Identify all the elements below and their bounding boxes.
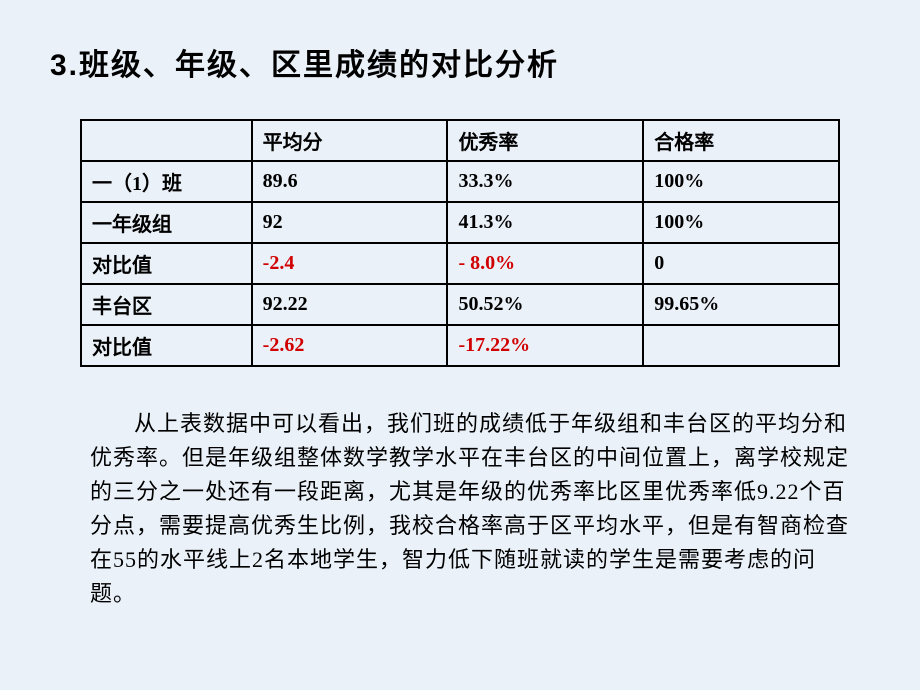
row-label: 对比值 (81, 243, 252, 284)
cell: - 8.0% (447, 243, 643, 284)
table-row: 对比值 -2.62 -17.22% (81, 325, 839, 366)
row-label: 一（1）班 (81, 161, 252, 202)
table-header-row: 平均分 优秀率 合格率 (81, 120, 839, 161)
cell: 100% (643, 161, 839, 202)
row-label: 对比值 (81, 325, 252, 366)
cell (643, 325, 839, 366)
cell: 41.3% (447, 202, 643, 243)
row-label: 丰台区 (81, 284, 252, 325)
header-pass: 合格率 (643, 120, 839, 161)
cell: 0 (643, 243, 839, 284)
cell: 50.52% (447, 284, 643, 325)
table-row: 一（1）班 89.6 33.3% 100% (81, 161, 839, 202)
table-row: 丰台区 92.22 50.52% 99.65% (81, 284, 839, 325)
cell: -17.22% (447, 325, 643, 366)
title-text: 班级、年级、区里成绩的对比分析 (79, 49, 559, 82)
header-blank (81, 120, 252, 161)
cell: 92.22 (252, 284, 448, 325)
cell: 99.65% (643, 284, 839, 325)
header-excellent: 优秀率 (447, 120, 643, 161)
cell: -2.62 (252, 325, 448, 366)
cell: -2.4 (252, 243, 448, 284)
row-label: 一年级组 (81, 202, 252, 243)
cell: 92 (252, 202, 448, 243)
header-avg: 平均分 (252, 120, 448, 161)
table-row: 一年级组 92 41.3% 100% (81, 202, 839, 243)
cell: 89.6 (252, 161, 448, 202)
analysis-paragraph: 从上表数据中可以看出，我们班的成绩低于年级组和丰台区的平均分和优秀率。但是年级组… (50, 407, 870, 612)
title-number: 3. (50, 49, 79, 82)
cell: 33.3% (447, 161, 643, 202)
table-row: 对比值 -2.4 - 8.0% 0 (81, 243, 839, 284)
cell: 100% (643, 202, 839, 243)
section-title: 3.班级、年级、区里成绩的对比分析 (50, 40, 870, 84)
comparison-table: 平均分 优秀率 合格率 一（1）班 89.6 33.3% 100% 一年级组 9… (80, 119, 840, 367)
